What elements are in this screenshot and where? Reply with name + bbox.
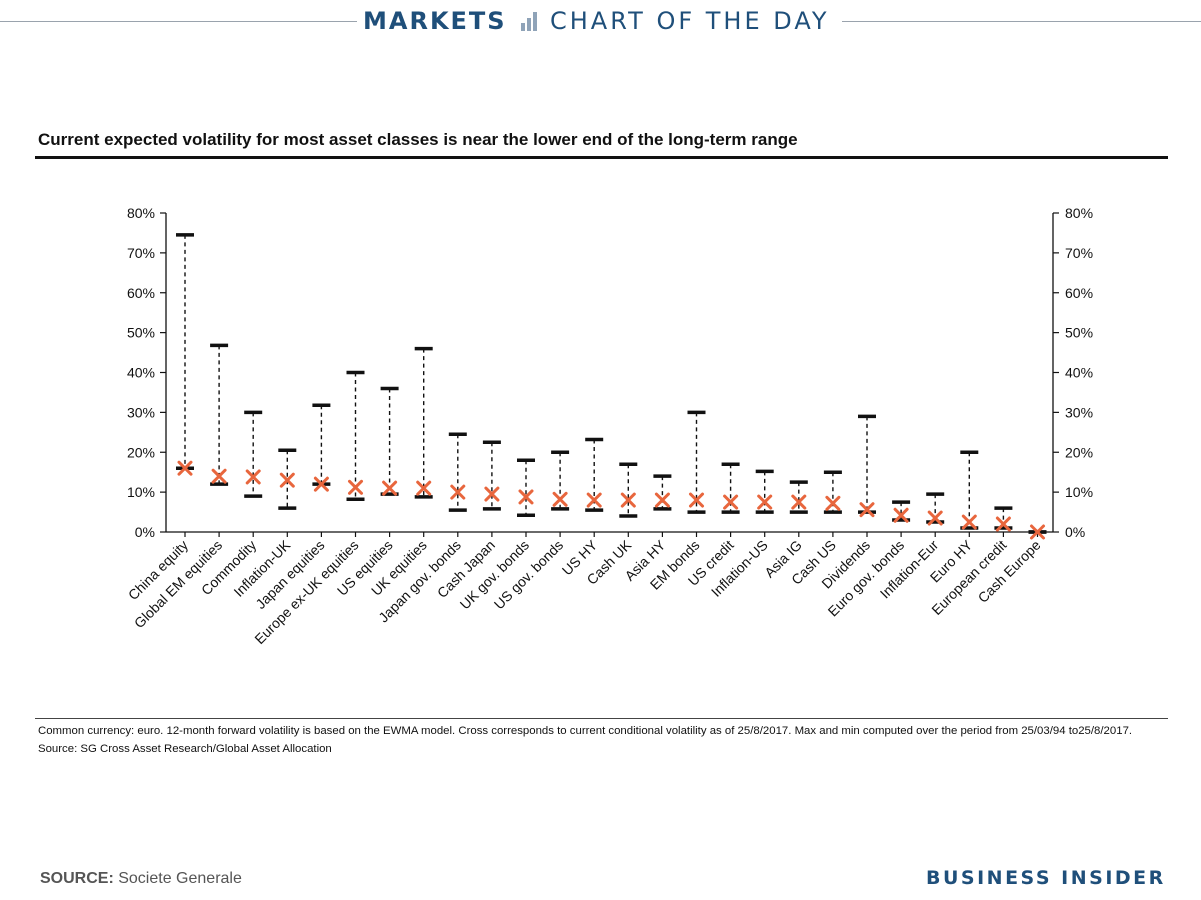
current-cross bbox=[825, 495, 841, 511]
current-cross bbox=[552, 491, 568, 507]
y-tick-label-right: 30% bbox=[1065, 404, 1093, 420]
bar-chart-icon bbox=[521, 12, 537, 31]
y-tick-label-left: 60% bbox=[127, 285, 155, 301]
current-cross bbox=[586, 492, 602, 508]
current-cross bbox=[348, 479, 363, 495]
y-tick-label-left: 10% bbox=[127, 484, 155, 500]
source-label: SOURCE: bbox=[40, 870, 114, 887]
title-rule bbox=[35, 156, 1168, 159]
current-cross bbox=[484, 486, 500, 502]
current-cross bbox=[416, 480, 432, 496]
header-rule-left bbox=[0, 21, 357, 22]
current-cross bbox=[927, 510, 943, 526]
current-cross bbox=[313, 476, 329, 492]
current-cross bbox=[382, 480, 398, 496]
y-tick-label-right: 0% bbox=[1065, 524, 1085, 540]
current-cross bbox=[859, 502, 875, 518]
current-cross bbox=[518, 489, 534, 505]
current-cross bbox=[211, 468, 227, 484]
header-series: CHART OF THE DAY bbox=[550, 7, 830, 35]
y-tick-label-left: 30% bbox=[127, 404, 155, 420]
current-cross bbox=[893, 507, 909, 523]
current-cross bbox=[450, 484, 466, 500]
y-tick-label-left: 70% bbox=[127, 245, 155, 261]
y-tick-label-right: 80% bbox=[1065, 205, 1093, 221]
current-cross bbox=[177, 460, 193, 476]
source-text: Societe Generale bbox=[118, 870, 242, 887]
current-cross bbox=[620, 492, 636, 508]
current-cross bbox=[654, 492, 670, 508]
current-cross bbox=[245, 469, 261, 485]
brand-logo[interactable]: BUSINESS INSIDER bbox=[926, 867, 1166, 889]
y-tick-label-left: 0% bbox=[135, 524, 155, 540]
header: MARKETS CHART OF THE DAY bbox=[0, 0, 1201, 44]
y-tick-label-right: 50% bbox=[1065, 325, 1093, 341]
volatility-range-chart: 0% 0% 10% 10% 20% 20% 30% 30% 40% 40% 50% 50% 60% 60%… bbox=[125, 205, 1093, 647]
current-cross bbox=[757, 494, 773, 510]
y-tick-label-right: 70% bbox=[1065, 245, 1093, 261]
source-credit: SOURCE: Societe Generale bbox=[40, 870, 242, 888]
y-tick-label-right: 20% bbox=[1065, 444, 1093, 460]
y-tick-label-left: 80% bbox=[127, 205, 155, 221]
chart-title: Current expected volatility for most ass… bbox=[38, 130, 798, 149]
chart-footnote: Common currency: euro. 12-month forward … bbox=[38, 725, 1133, 755]
y-tick-label-left: 40% bbox=[127, 365, 155, 381]
header-section[interactable]: MARKETS bbox=[363, 7, 507, 35]
header-rule-right bbox=[842, 21, 1201, 22]
current-cross bbox=[995, 516, 1011, 532]
current-cross bbox=[961, 514, 977, 530]
current-cross bbox=[689, 492, 704, 508]
y-tick-label-left: 50% bbox=[127, 325, 155, 341]
y-tick-label-left: 20% bbox=[127, 444, 155, 460]
y-tick-label-right: 60% bbox=[1065, 285, 1093, 301]
footnote-rule bbox=[35, 718, 1168, 719]
y-tick-label-right: 10% bbox=[1065, 484, 1093, 500]
current-cross bbox=[1030, 524, 1045, 540]
current-cross bbox=[723, 494, 739, 510]
current-cross bbox=[791, 494, 807, 510]
current-cross bbox=[279, 472, 295, 488]
y-tick-label-right: 40% bbox=[1065, 365, 1093, 381]
